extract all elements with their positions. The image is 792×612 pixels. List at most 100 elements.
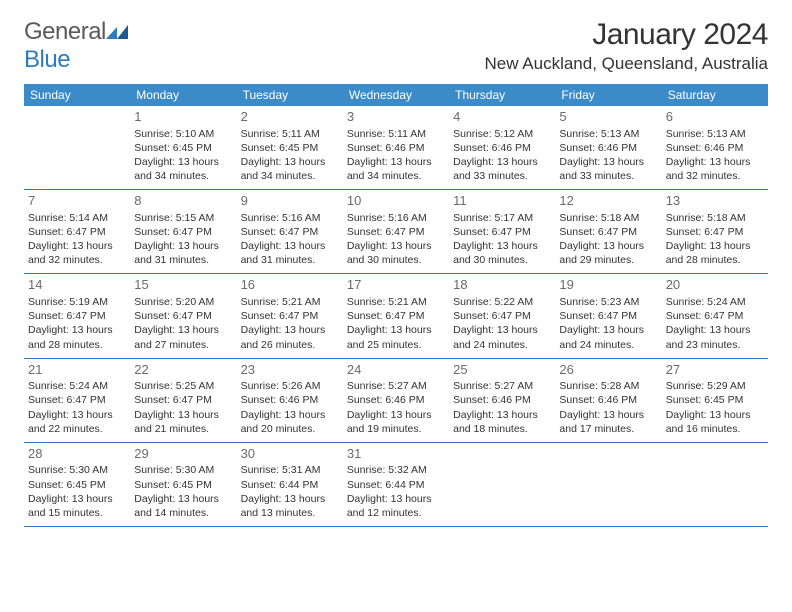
day-cell: 2Sunrise: 5:11 AMSunset: 6:45 PMDaylight… <box>237 106 343 189</box>
day-number: 23 <box>241 361 339 379</box>
sunrise-line: Sunrise: 5:11 AM <box>241 127 339 141</box>
day-number: 25 <box>453 361 551 379</box>
daylight-line: and 34 minutes. <box>241 169 339 183</box>
sunrise-line: Sunrise: 5:21 AM <box>347 295 445 309</box>
sunrise-line: Sunrise: 5:27 AM <box>453 379 551 393</box>
sunset-line: Sunset: 6:44 PM <box>347 478 445 492</box>
sunset-line: Sunset: 6:45 PM <box>241 141 339 155</box>
day-number: 2 <box>241 108 339 126</box>
day-cell: 22Sunrise: 5:25 AMSunset: 6:47 PMDayligh… <box>130 359 236 442</box>
sunrise-line: Sunrise: 5:24 AM <box>666 295 764 309</box>
daylight-line: and 12 minutes. <box>347 506 445 520</box>
daylight-line: and 33 minutes. <box>453 169 551 183</box>
sunset-line: Sunset: 6:47 PM <box>666 225 764 239</box>
sunset-line: Sunset: 6:46 PM <box>559 393 657 407</box>
sunrise-line: Sunrise: 5:14 AM <box>28 211 126 225</box>
sunset-line: Sunset: 6:47 PM <box>347 225 445 239</box>
sunset-line: Sunset: 6:47 PM <box>453 225 551 239</box>
sunrise-line: Sunrise: 5:23 AM <box>559 295 657 309</box>
day-cell: 15Sunrise: 5:20 AMSunset: 6:47 PMDayligh… <box>130 274 236 357</box>
sunrise-line: Sunrise: 5:31 AM <box>241 463 339 477</box>
day-number: 30 <box>241 445 339 463</box>
sunrise-line: Sunrise: 5:24 AM <box>28 379 126 393</box>
daylight-line: Daylight: 13 hours <box>134 155 232 169</box>
day-number: 6 <box>666 108 764 126</box>
daylight-line: and 32 minutes. <box>28 253 126 267</box>
sunset-line: Sunset: 6:46 PM <box>666 141 764 155</box>
daylight-line: Daylight: 13 hours <box>134 492 232 506</box>
sunset-line: Sunset: 6:47 PM <box>559 309 657 323</box>
day-cell: 6Sunrise: 5:13 AMSunset: 6:46 PMDaylight… <box>662 106 768 189</box>
day-cell: 16Sunrise: 5:21 AMSunset: 6:47 PMDayligh… <box>237 274 343 357</box>
sunset-line: Sunset: 6:47 PM <box>666 309 764 323</box>
daylight-line: Daylight: 13 hours <box>28 408 126 422</box>
day-number: 31 <box>347 445 445 463</box>
day-number: 19 <box>559 276 657 294</box>
day-number: 11 <box>453 192 551 210</box>
daylight-line: and 28 minutes. <box>28 338 126 352</box>
daylight-line: Daylight: 13 hours <box>134 408 232 422</box>
dow-friday: Friday <box>555 84 661 106</box>
daylight-line: and 30 minutes. <box>453 253 551 267</box>
sunrise-line: Sunrise: 5:28 AM <box>559 379 657 393</box>
daylight-line: Daylight: 13 hours <box>241 492 339 506</box>
daylight-line: Daylight: 13 hours <box>241 239 339 253</box>
day-number: 8 <box>134 192 232 210</box>
daylight-line: and 14 minutes. <box>134 506 232 520</box>
daylight-line: Daylight: 13 hours <box>28 492 126 506</box>
day-number: 7 <box>28 192 126 210</box>
day-cell: 25Sunrise: 5:27 AMSunset: 6:46 PMDayligh… <box>449 359 555 442</box>
sunrise-line: Sunrise: 5:26 AM <box>241 379 339 393</box>
day-cell: 11Sunrise: 5:17 AMSunset: 6:47 PMDayligh… <box>449 190 555 273</box>
daylight-line: Daylight: 13 hours <box>347 239 445 253</box>
daylight-line: Daylight: 13 hours <box>134 323 232 337</box>
sunset-line: Sunset: 6:46 PM <box>241 393 339 407</box>
day-number: 14 <box>28 276 126 294</box>
daylight-line: Daylight: 13 hours <box>134 239 232 253</box>
day-number: 13 <box>666 192 764 210</box>
daylight-line: and 29 minutes. <box>559 253 657 267</box>
day-cell: 31Sunrise: 5:32 AMSunset: 6:44 PMDayligh… <box>343 443 449 526</box>
day-cell: 14Sunrise: 5:19 AMSunset: 6:47 PMDayligh… <box>24 274 130 357</box>
daylight-line: and 31 minutes. <box>241 253 339 267</box>
sunset-line: Sunset: 6:46 PM <box>453 393 551 407</box>
day-cell: 24Sunrise: 5:27 AMSunset: 6:46 PMDayligh… <box>343 359 449 442</box>
daylight-line: and 34 minutes. <box>347 169 445 183</box>
sunrise-line: Sunrise: 5:21 AM <box>241 295 339 309</box>
daylight-line: and 27 minutes. <box>134 338 232 352</box>
day-cell: 10Sunrise: 5:16 AMSunset: 6:47 PMDayligh… <box>343 190 449 273</box>
daylight-line: and 34 minutes. <box>134 169 232 183</box>
sunrise-line: Sunrise: 5:13 AM <box>559 127 657 141</box>
daylight-line: and 25 minutes. <box>347 338 445 352</box>
daylight-line: Daylight: 13 hours <box>347 323 445 337</box>
day-number: 28 <box>28 445 126 463</box>
sunrise-line: Sunrise: 5:15 AM <box>134 211 232 225</box>
dow-wednesday: Wednesday <box>343 84 449 106</box>
sunset-line: Sunset: 6:47 PM <box>559 225 657 239</box>
daylight-line: Daylight: 13 hours <box>453 155 551 169</box>
daylight-line: and 13 minutes. <box>241 506 339 520</box>
day-number: 12 <box>559 192 657 210</box>
daylight-line: and 20 minutes. <box>241 422 339 436</box>
sunset-line: Sunset: 6:45 PM <box>28 478 126 492</box>
daylight-line: and 19 minutes. <box>347 422 445 436</box>
day-cell-empty <box>662 443 768 526</box>
day-number: 27 <box>666 361 764 379</box>
sunrise-line: Sunrise: 5:16 AM <box>241 211 339 225</box>
logo-word-general: General <box>24 18 106 45</box>
sunrise-line: Sunrise: 5:19 AM <box>28 295 126 309</box>
day-number: 17 <box>347 276 445 294</box>
daylight-line: and 21 minutes. <box>134 422 232 436</box>
daylight-line: Daylight: 13 hours <box>666 408 764 422</box>
day-number: 24 <box>347 361 445 379</box>
daylight-line: and 15 minutes. <box>28 506 126 520</box>
day-cell-empty <box>555 443 661 526</box>
sunset-line: Sunset: 6:47 PM <box>241 309 339 323</box>
week-row: 28Sunrise: 5:30 AMSunset: 6:45 PMDayligh… <box>24 443 768 527</box>
sunrise-line: Sunrise: 5:32 AM <box>347 463 445 477</box>
sunset-line: Sunset: 6:45 PM <box>666 393 764 407</box>
day-cell-empty <box>449 443 555 526</box>
sunset-line: Sunset: 6:47 PM <box>134 393 232 407</box>
day-cell: 29Sunrise: 5:30 AMSunset: 6:45 PMDayligh… <box>130 443 236 526</box>
sunset-line: Sunset: 6:47 PM <box>28 309 126 323</box>
